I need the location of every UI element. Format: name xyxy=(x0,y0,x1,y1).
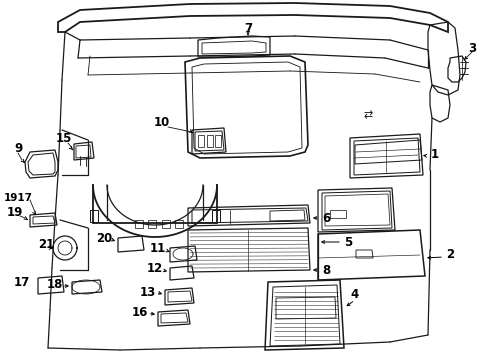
Text: 2: 2 xyxy=(446,248,454,261)
Text: 17: 17 xyxy=(14,275,30,288)
Text: 13: 13 xyxy=(140,285,156,298)
Text: 11: 11 xyxy=(150,242,166,255)
Text: 3: 3 xyxy=(468,41,476,54)
Text: 15: 15 xyxy=(56,131,72,144)
Text: 18: 18 xyxy=(47,279,63,292)
Text: 20: 20 xyxy=(96,231,112,244)
Text: 12: 12 xyxy=(147,261,163,274)
Text: 1: 1 xyxy=(431,148,439,162)
Text: 10: 10 xyxy=(154,116,170,129)
Text: 8: 8 xyxy=(322,264,330,276)
Text: 21: 21 xyxy=(38,238,54,252)
Text: 19: 19 xyxy=(7,206,23,219)
Text: 4: 4 xyxy=(351,288,359,302)
Text: 5: 5 xyxy=(344,235,352,248)
Text: 9: 9 xyxy=(14,141,22,154)
Text: 1917: 1917 xyxy=(3,193,32,203)
Text: 16: 16 xyxy=(132,306,148,319)
Text: ⇄: ⇄ xyxy=(363,110,373,120)
Text: 7: 7 xyxy=(244,22,252,35)
Text: 6: 6 xyxy=(322,211,330,225)
